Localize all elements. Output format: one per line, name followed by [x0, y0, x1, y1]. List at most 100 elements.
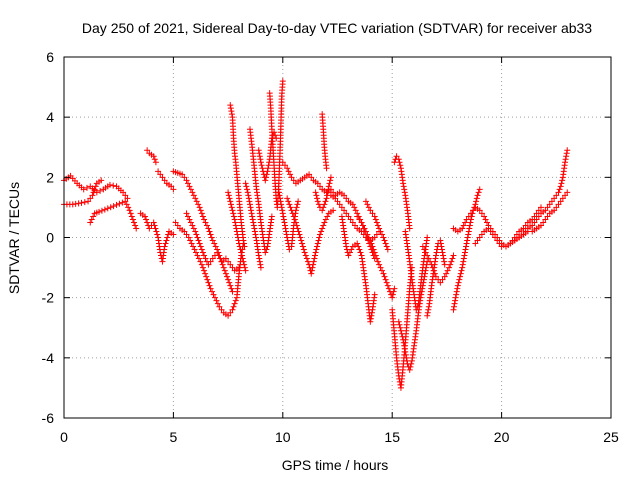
data-point: [163, 237, 170, 244]
data-point: [440, 252, 447, 259]
series-track-r: [284, 195, 337, 277]
data-point: [384, 246, 391, 253]
data-point: [352, 222, 359, 229]
data-point: [349, 219, 356, 226]
data-point: [232, 219, 239, 226]
data-point: [239, 255, 246, 262]
data-point: [230, 210, 237, 217]
data-point: [352, 207, 359, 214]
data-point: [402, 351, 409, 358]
data-point: [265, 162, 272, 169]
data-point: [198, 246, 205, 253]
data-point: [301, 249, 308, 256]
data-point: [360, 222, 367, 229]
data-point: [304, 258, 311, 265]
data-point: [324, 189, 331, 196]
data-point: [425, 303, 432, 310]
data-point: [454, 282, 461, 289]
data-point: [107, 204, 114, 211]
data-point: [316, 231, 323, 238]
data-point: [473, 198, 480, 205]
data-point: [124, 195, 131, 202]
data-point: [186, 183, 193, 190]
y-tick-label: 4: [46, 109, 54, 125]
data-point: [185, 234, 192, 241]
data-point: [281, 162, 288, 169]
data-point: [157, 171, 164, 178]
data-point: [439, 249, 446, 256]
data-point: [183, 177, 190, 184]
data-point: [229, 306, 236, 313]
data-point: [202, 219, 209, 226]
series-track-ad: [424, 237, 448, 319]
data-point: [257, 261, 264, 268]
data-point: [81, 199, 88, 206]
x-tick-label: 25: [603, 429, 619, 445]
data-point: [413, 306, 420, 313]
data-point: [467, 219, 474, 226]
data-point: [174, 222, 181, 229]
data-point: [225, 276, 232, 283]
data-point: [343, 210, 350, 217]
data-point: [202, 270, 209, 277]
data-point: [310, 258, 317, 265]
data-point: [557, 198, 564, 205]
data-point: [233, 228, 240, 235]
data-points: [61, 78, 571, 391]
data-point: [88, 216, 95, 223]
data-point: [154, 231, 161, 238]
data-point: [91, 186, 98, 193]
data-point: [529, 222, 536, 229]
data-point: [400, 336, 407, 343]
data-point: [263, 171, 270, 178]
x-tick-label: 15: [384, 429, 400, 445]
data-point: [369, 243, 376, 250]
data-point: [299, 243, 306, 250]
data-point: [189, 222, 196, 229]
data-point: [389, 294, 396, 301]
data-point: [101, 206, 108, 213]
data-point: [522, 228, 529, 235]
data-point: [291, 216, 298, 223]
data-point: [293, 222, 300, 229]
data-point: [201, 216, 208, 223]
data-point: [323, 195, 330, 202]
data-point: [193, 231, 200, 238]
data-point: [302, 252, 309, 259]
data-point: [446, 264, 453, 271]
data-point: [150, 153, 157, 160]
data-point: [452, 294, 459, 301]
data-point: [275, 186, 282, 193]
data-point: [205, 261, 212, 268]
data-point: [313, 246, 320, 253]
data-point: [463, 240, 470, 247]
y-tick-label: 0: [46, 230, 54, 246]
series-track-x: [362, 198, 391, 253]
y-axis-label: SDTVAR / TECUs: [6, 182, 22, 294]
x-axis-label: GPS time / hours: [282, 457, 389, 473]
data-point: [242, 180, 249, 187]
data-point: [283, 231, 290, 238]
data-point: [187, 219, 194, 226]
data-point: [551, 195, 558, 202]
data-point: [455, 279, 462, 286]
data-point: [406, 225, 413, 232]
data-point: [448, 258, 455, 265]
data-point: [397, 162, 404, 169]
data-point: [215, 252, 222, 259]
data-point: [198, 261, 205, 268]
data-point: [104, 205, 111, 212]
data-point: [209, 237, 216, 244]
data-point: [325, 186, 332, 193]
data-point: [336, 201, 343, 208]
data-point: [227, 261, 234, 268]
data-point: [221, 267, 228, 274]
data-point: [241, 264, 248, 271]
data-point: [367, 315, 374, 322]
data-point: [368, 309, 375, 316]
data-point: [314, 240, 321, 247]
data-point: [89, 192, 96, 199]
data-point: [199, 264, 206, 271]
data-point: [474, 237, 481, 244]
data-point: [492, 234, 499, 241]
